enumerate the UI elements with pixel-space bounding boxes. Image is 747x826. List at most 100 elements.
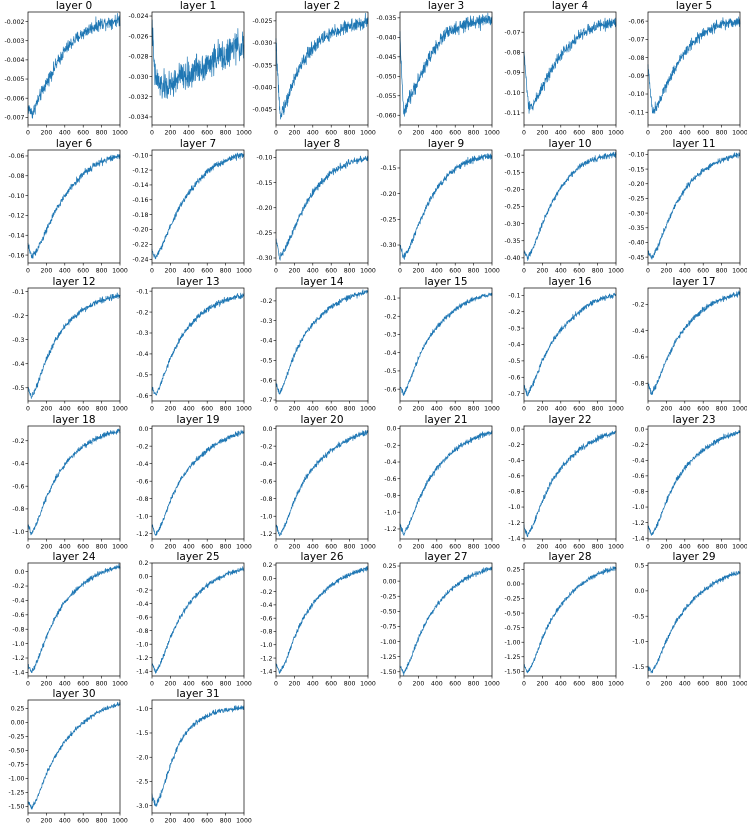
axes-frame bbox=[647, 425, 741, 540]
series-line bbox=[27, 428, 121, 536]
x-tick-label: 400 bbox=[183, 818, 195, 825]
x-tick-label: 600 bbox=[325, 268, 337, 275]
axes-frame bbox=[647, 562, 741, 677]
x-tick-label: 1000 bbox=[484, 406, 500, 413]
series-line bbox=[151, 19, 245, 99]
y-tick-label: -0.5 bbox=[136, 372, 148, 379]
x-tick-label: 600 bbox=[77, 818, 89, 825]
x-tick-label: 800 bbox=[592, 406, 604, 413]
y-tick-label: -0.4 bbox=[136, 601, 148, 608]
x-tick-label: 200 bbox=[660, 130, 672, 137]
y-tick-label: -0.20 bbox=[628, 181, 644, 188]
y-tick-label: -0.35 bbox=[504, 238, 520, 245]
x-tick-label: 600 bbox=[573, 268, 585, 275]
x-tick-label: 400 bbox=[307, 406, 319, 413]
y-tick-label: -0.20 bbox=[132, 227, 148, 234]
x-tick-label: 800 bbox=[96, 268, 108, 275]
x-tick-label: 400 bbox=[183, 406, 195, 413]
axes-frame bbox=[523, 562, 617, 677]
axes-frame bbox=[151, 287, 245, 402]
series-line bbox=[275, 430, 369, 537]
x-tick-label: 600 bbox=[573, 406, 585, 413]
axes-frame bbox=[151, 149, 245, 264]
y-tick-label: -1.0 bbox=[12, 529, 24, 536]
x-tick-label: 400 bbox=[183, 268, 195, 275]
y-tick-label: -0.30 bbox=[504, 221, 520, 228]
axes-frame bbox=[151, 11, 245, 126]
x-tick-label: 400 bbox=[555, 406, 567, 413]
x-tick-label: 1000 bbox=[112, 681, 128, 688]
y-tick-label: -0.8 bbox=[260, 629, 272, 636]
y-tick-label: -0.25 bbox=[504, 204, 520, 211]
panel-layer-16: layer 16 0 200 400 600 800 1000 -0.7 -0.6 -0.5 -0.… bbox=[508, 276, 624, 413]
x-tick-label: 800 bbox=[592, 681, 604, 688]
x-tick-label: 600 bbox=[201, 406, 213, 413]
x-tick-label: 600 bbox=[573, 130, 585, 137]
x-tick-label: 400 bbox=[431, 681, 443, 688]
panel-title: layer 10 bbox=[548, 138, 591, 150]
y-tick-label: -0.4 bbox=[12, 598, 24, 605]
y-tick-label: -0.2 bbox=[260, 443, 272, 450]
y-tick-label: -0.15 bbox=[504, 169, 520, 176]
y-tick-label: -0.10 bbox=[628, 91, 644, 98]
y-tick-label: -0.2 bbox=[136, 443, 148, 450]
series-line bbox=[151, 566, 245, 674]
x-tick-label: 0 bbox=[150, 681, 154, 688]
y-tick-label: -1.0 bbox=[12, 641, 24, 648]
y-tick-label: 0.0 bbox=[263, 426, 273, 433]
x-tick-label: 400 bbox=[59, 406, 71, 413]
panel-layer-20: layer 20 0 200 400 600 800 1000 -1.2 -1.0 -0.8 -0.… bbox=[260, 414, 376, 551]
panel-layer-21: layer 21 0 200 400 600 800 1000 -1.2 -1.0 -0.8 -0.… bbox=[384, 414, 500, 551]
x-tick-label: 0 bbox=[522, 681, 526, 688]
x-tick-label: 600 bbox=[201, 544, 213, 551]
y-tick-label: -1.50 bbox=[8, 803, 24, 810]
panel-layer-3: layer 3 0 200 400 600 800 1000 -0.060 -0.055 -0.0… bbox=[377, 0, 500, 137]
x-tick-label: 400 bbox=[183, 544, 195, 551]
x-tick-label: 400 bbox=[555, 268, 567, 275]
panel-layer-26: layer 26 0 200 400 600 800 1000 -1.4 -1.2 -1.0 -0.… bbox=[260, 551, 376, 688]
y-tick-label: -0.5 bbox=[384, 368, 396, 375]
axes-frame bbox=[399, 287, 493, 402]
panel-title: layer 17 bbox=[672, 276, 715, 288]
y-tick-label: -1.2 bbox=[384, 526, 396, 533]
x-tick-label: 800 bbox=[344, 130, 356, 137]
y-tick-label: -0.16 bbox=[8, 252, 24, 259]
y-tick-label: -0.6 bbox=[632, 354, 644, 361]
series-line bbox=[399, 12, 493, 117]
series-line bbox=[27, 563, 121, 674]
y-tick-label: 0.0 bbox=[139, 426, 149, 433]
y-tick-label: -0.1 bbox=[136, 288, 148, 295]
y-tick-label: -2.5 bbox=[136, 779, 148, 786]
x-tick-label: 1000 bbox=[484, 681, 500, 688]
panel-title: layer 23 bbox=[672, 414, 715, 426]
y-tick-label: -0.4 bbox=[12, 361, 24, 368]
y-tick-label: -0.8 bbox=[632, 380, 644, 387]
y-tick-label: -1.5 bbox=[136, 730, 148, 737]
series-line bbox=[151, 292, 245, 396]
y-tick-label: -0.003 bbox=[5, 38, 25, 45]
panel-layer-14: layer 14 0 200 400 600 800 1000 -0.7 -0.6 -0.5 -0.… bbox=[260, 276, 376, 413]
y-tick-label: -0.7 bbox=[508, 391, 520, 398]
y-tick-label: -0.15 bbox=[380, 165, 396, 172]
x-tick-label: 0 bbox=[150, 406, 154, 413]
y-tick-label: 0.2 bbox=[263, 562, 273, 569]
x-tick-label: 200 bbox=[660, 268, 672, 275]
y-tick-label: -0.12 bbox=[132, 167, 148, 174]
panel-title: layer 12 bbox=[52, 276, 95, 288]
axes-frame bbox=[275, 287, 369, 402]
x-tick-label: 600 bbox=[201, 130, 213, 137]
axes-frame bbox=[27, 287, 121, 402]
panel-title: layer 2 bbox=[304, 0, 340, 12]
y-tick-label: -0.10 bbox=[504, 90, 520, 97]
axes-frame bbox=[399, 425, 493, 540]
x-tick-label: 1000 bbox=[360, 544, 376, 551]
series-line bbox=[399, 430, 493, 536]
x-tick-label: 800 bbox=[96, 130, 108, 137]
y-tick-label: -0.002 bbox=[5, 19, 25, 26]
axes-frame bbox=[275, 149, 369, 264]
y-tick-label: -1.0 bbox=[136, 641, 148, 648]
y-tick-label: -1.25 bbox=[504, 654, 520, 661]
y-tick-label: 0.0 bbox=[139, 574, 149, 581]
x-tick-label: 0 bbox=[274, 681, 278, 688]
y-tick-label: -0.7 bbox=[260, 397, 272, 404]
